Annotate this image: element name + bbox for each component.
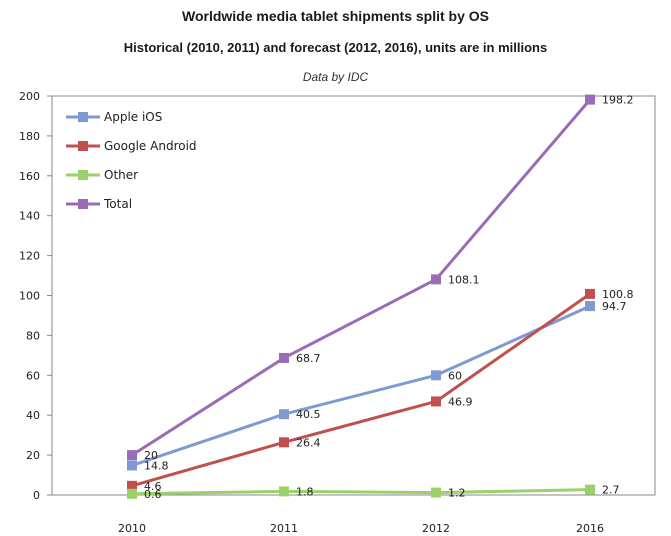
data-point	[585, 484, 595, 495]
x-tick-label: 2012	[422, 522, 450, 535]
data-point	[127, 488, 137, 499]
data-point	[585, 94, 595, 105]
data-point	[431, 396, 441, 407]
chart-subtitle: Historical (2010, 2011) and forecast (20…	[123, 40, 548, 55]
legend-label: Apple iOS	[104, 110, 162, 124]
y-tick-label: 140	[19, 210, 40, 223]
series-line-total	[131, 98, 592, 457]
x-tick-label: 2016	[576, 522, 604, 535]
series-line-apple-ios	[131, 304, 591, 467]
data-label: 68.7	[296, 352, 321, 365]
data-point	[127, 480, 137, 491]
chart-title: Worldwide media tablet shipments split b…	[181, 8, 489, 24]
x-tick-label: 2010	[118, 522, 146, 535]
data-label: 40.5	[296, 408, 321, 421]
data-point	[585, 301, 595, 312]
legend-marker	[78, 170, 88, 180]
data-point	[279, 352, 289, 363]
data-label: 108.1	[448, 273, 480, 286]
plot-area-border	[51, 95, 656, 496]
legend-label: Other	[104, 168, 138, 182]
source-note: Data by IDC	[302, 70, 369, 84]
legend-label: Total	[103, 197, 132, 211]
series-layer	[127, 94, 595, 499]
data-label: 2.7	[602, 484, 620, 497]
y-tick-label: 20	[26, 449, 40, 462]
x-tick-label: 2011	[270, 522, 298, 535]
data-label: 20	[144, 449, 158, 462]
y-tick-label: 200	[19, 90, 40, 103]
legend-label: Google Android	[104, 139, 197, 153]
y-tick-label: 60	[26, 369, 40, 382]
data-label: 1.2	[448, 487, 466, 500]
data-label: 100.8	[602, 288, 634, 301]
data-label: 4.6	[144, 480, 162, 493]
chart-legend: Apple iOS Google Android Other Total	[66, 110, 197, 211]
data-point	[431, 274, 441, 285]
data-labels: 14.8 40.5 60 94.7 4.6 26.4 46.9 100.8 0.6 1.8 1.2 2…	[144, 94, 634, 501]
y-tick-label: 40	[26, 409, 40, 422]
legend-marker	[78, 141, 88, 151]
data-point	[585, 288, 595, 299]
data-label: 0.6	[144, 488, 162, 501]
data-label: 14.8	[144, 459, 169, 472]
data-point	[279, 486, 289, 497]
data-label: 46.9	[448, 395, 473, 408]
y-tick-label: 160	[19, 170, 40, 183]
data-point	[431, 487, 441, 498]
y-tick-label: 100	[19, 290, 40, 303]
data-point	[279, 409, 289, 420]
data-label: 198.2	[602, 94, 634, 107]
data-label: 60	[448, 369, 462, 382]
chart-axes: 0 20 40 60 80 100 120 140 160 180 200 2010 2011 2012 2…	[19, 90, 656, 535]
series-line-google-android	[131, 292, 591, 488]
data-label: 94.7	[602, 300, 627, 313]
y-tick-label: 180	[19, 130, 40, 143]
legend-marker	[78, 112, 88, 122]
series-line-other	[131, 488, 591, 496]
data-label: 26.4	[296, 436, 321, 449]
data-label: 1.8	[296, 485, 314, 498]
data-point	[127, 460, 137, 471]
y-tick-label: 0	[33, 489, 40, 502]
y-tick-label: 80	[26, 329, 40, 342]
legend-marker	[78, 199, 88, 209]
data-point	[127, 450, 137, 461]
data-point	[279, 437, 289, 448]
y-tick-label: 120	[19, 250, 40, 263]
data-point	[431, 370, 441, 381]
